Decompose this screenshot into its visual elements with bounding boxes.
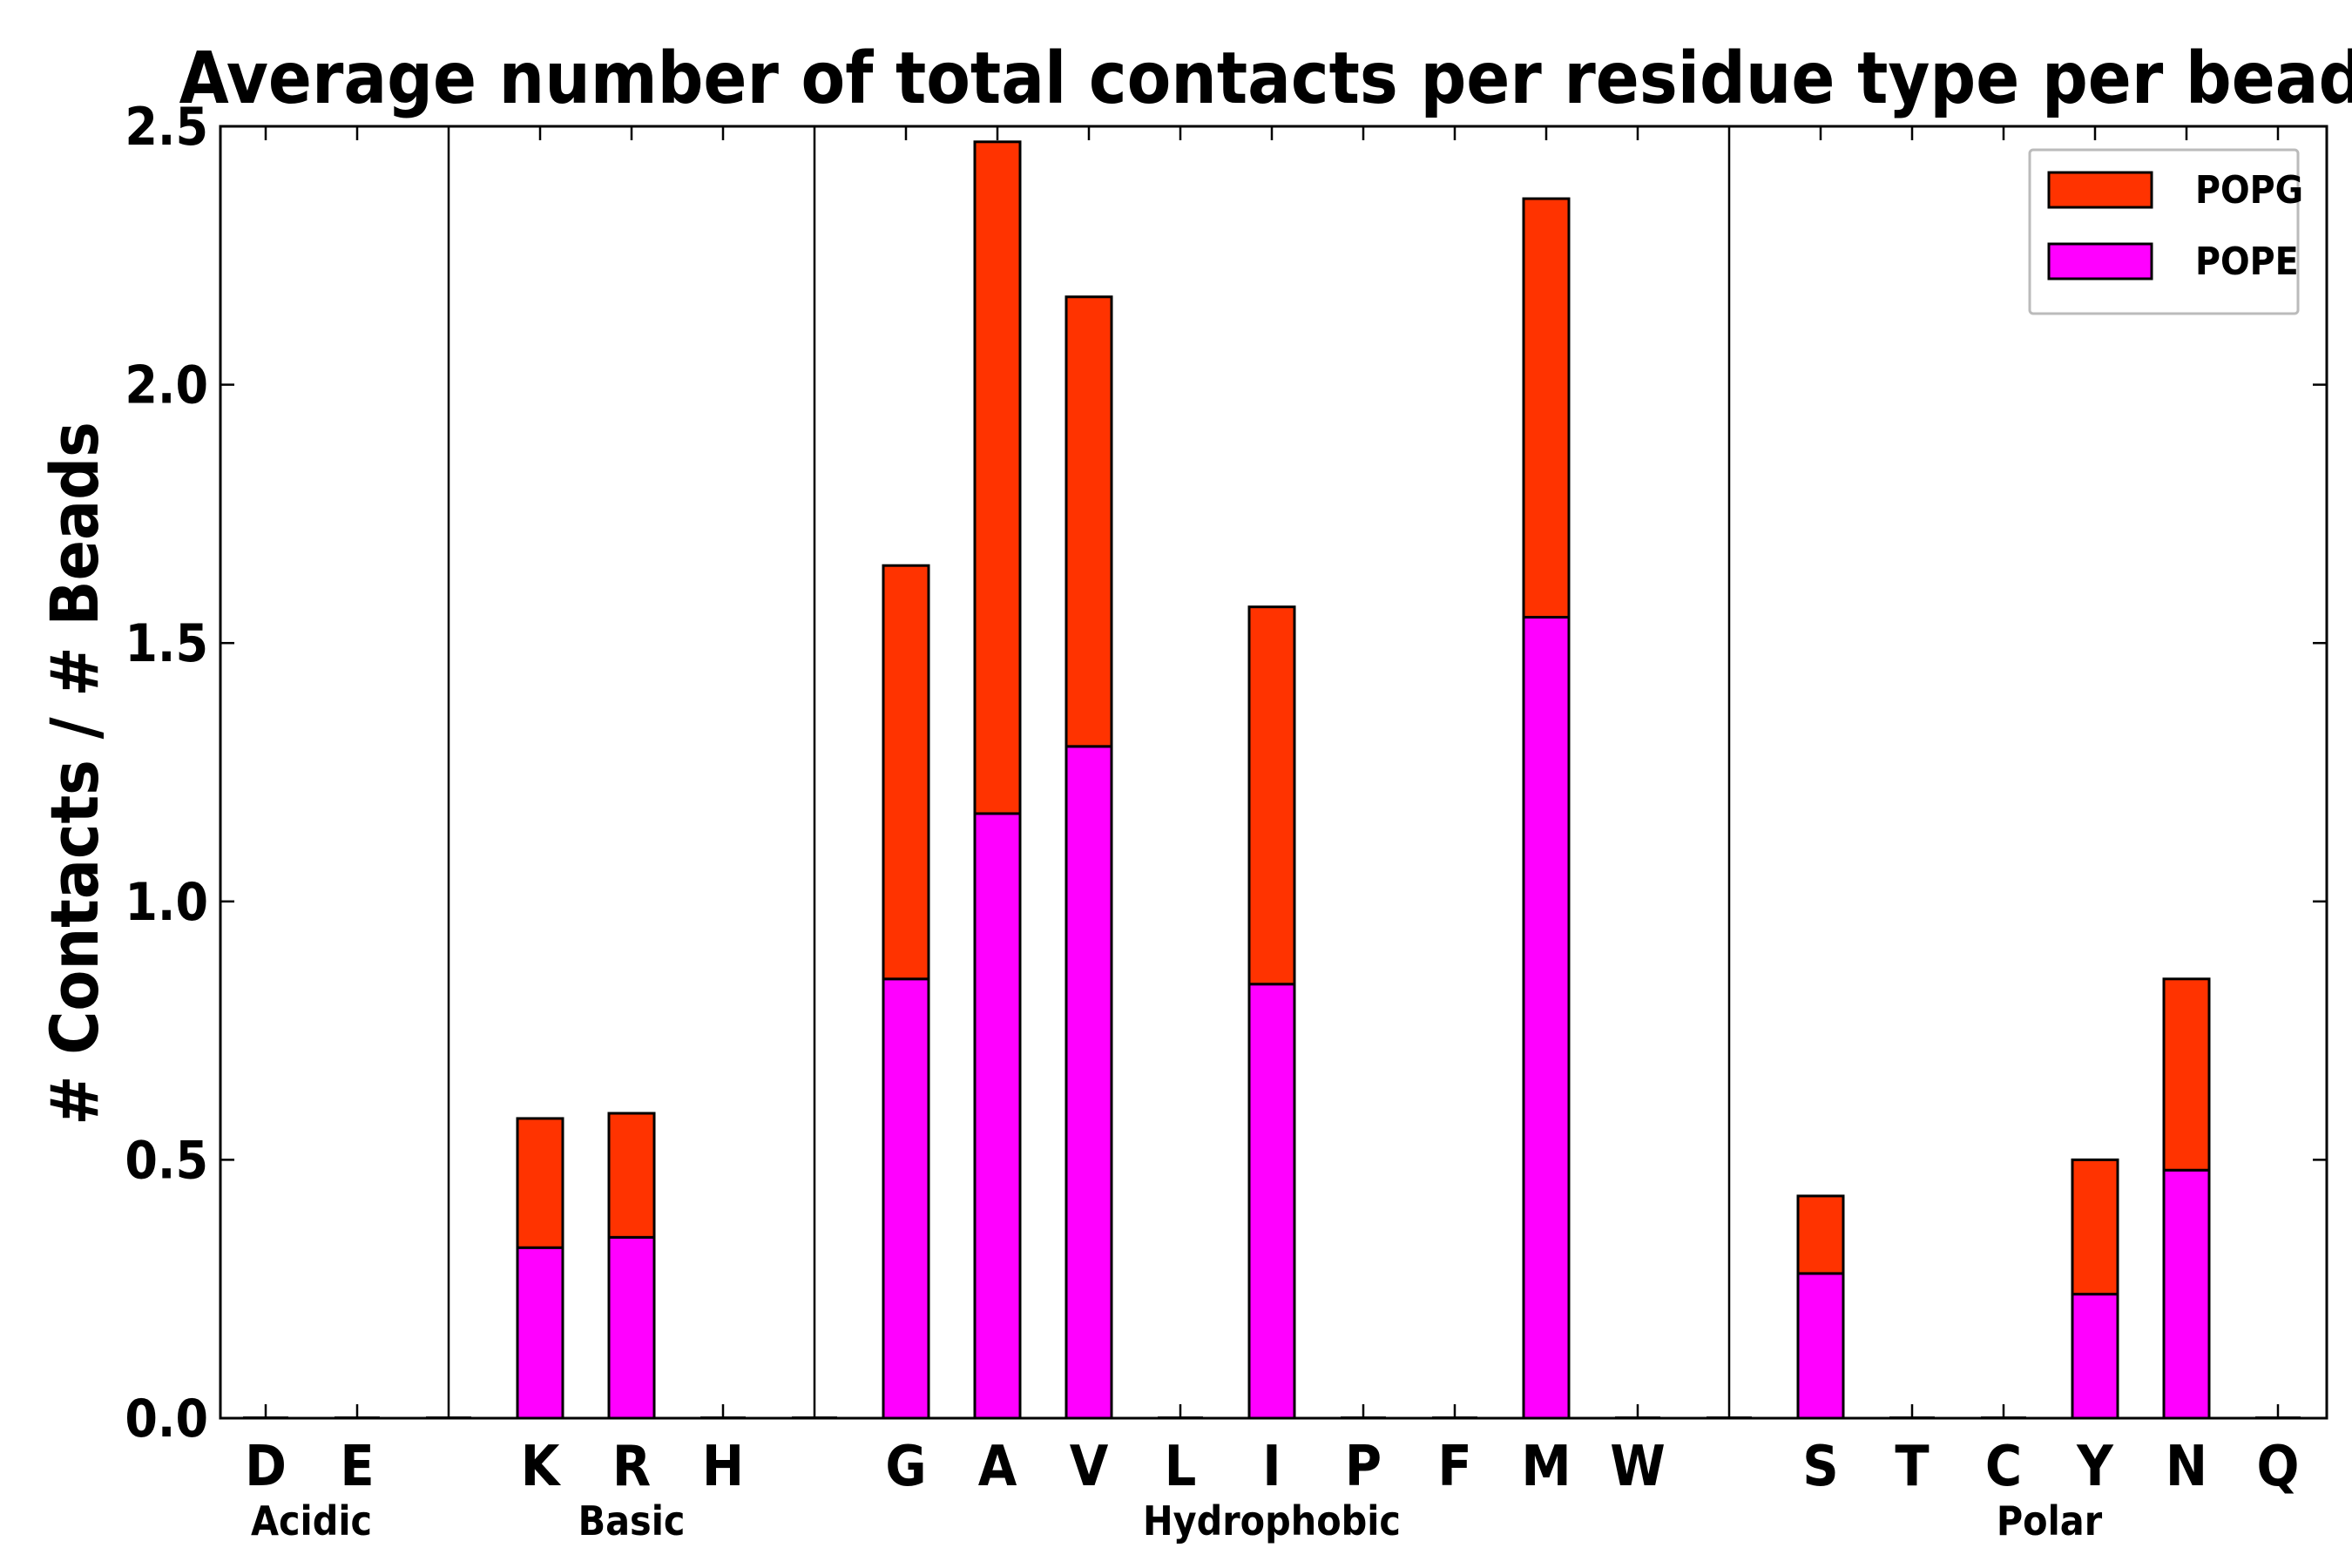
bar-popg-y xyxy=(2071,1158,2119,1296)
bar-pope-g xyxy=(882,977,930,1420)
y-tick-label-0-0: 0.0 xyxy=(125,1389,208,1450)
x-tick-label-t: T xyxy=(1895,1435,1929,1499)
bar-pope-s xyxy=(1796,1272,1845,1420)
x-tick-label-k: K xyxy=(521,1435,562,1499)
y-tick-label-2-5: 2.5 xyxy=(125,97,208,158)
x-tick-label-f: F xyxy=(1437,1435,1471,1499)
bar-popg-s xyxy=(1796,1194,1845,1275)
group-label-basic: Basic xyxy=(578,1497,686,1544)
legend-label-pope: POPE xyxy=(2195,240,2299,284)
x-tick-label-l: L xyxy=(1165,1435,1197,1499)
bar-popg-k xyxy=(516,1117,564,1249)
x-tick-label-n: N xyxy=(2166,1435,2207,1499)
legend-label-popg: POPG xyxy=(2195,168,2303,213)
bar-popg-a xyxy=(973,140,1022,815)
bar-pope-n xyxy=(2162,1168,2211,1420)
bar-pope-a xyxy=(973,812,1022,1420)
bar-pope-r xyxy=(607,1235,656,1420)
group-label-hydrophobic: Hydrophobic xyxy=(1143,1497,1401,1544)
plot-area: 0.0 0.5 1.0 1.5 2.0 2.5 D E K R H G A V L I P F M W S T C Y N Q Ac… xyxy=(125,97,2327,1544)
y-tick-label-2-0: 2.0 xyxy=(125,355,208,416)
bar-pope-y xyxy=(2071,1293,2119,1420)
y-axis-label: # Contacts / # Beads xyxy=(36,422,113,1125)
chart-title: Average number of total contacts per res… xyxy=(179,37,2352,120)
x-tick-label-q: Q xyxy=(2257,1435,2300,1499)
bar-popg-r xyxy=(607,1112,656,1239)
x-tick-label-y: Y xyxy=(2076,1435,2114,1499)
legend-swatch-pope xyxy=(2047,242,2153,280)
bar-pope-m xyxy=(1522,616,1571,1420)
group-label-acidic: Acidic xyxy=(251,1497,372,1544)
bar-popg-v xyxy=(1064,295,1113,748)
x-tick-label-d: D xyxy=(245,1435,287,1499)
x-tick-label-m: M xyxy=(1521,1435,1571,1499)
x-tick-label-i: I xyxy=(1262,1435,1281,1499)
x-tick-label-w: W xyxy=(1610,1435,1666,1499)
x-tick-label-g: G xyxy=(885,1435,926,1499)
y-tick-label-1-5: 1.5 xyxy=(125,613,208,674)
bar-popg-g xyxy=(882,564,930,981)
x-tick-label-s: S xyxy=(1802,1435,1838,1499)
legend: POPG POPE xyxy=(2028,148,2303,315)
x-tick-label-a: A xyxy=(978,1435,1017,1499)
bar-pope-i xyxy=(1247,983,1296,1420)
x-tick-label-r: R xyxy=(612,1435,651,1499)
plot-frame xyxy=(219,125,2328,1420)
bar-popg-m xyxy=(1522,197,1571,619)
x-tick-label-c: C xyxy=(1985,1435,2022,1499)
bar-popg-i xyxy=(1247,605,1296,986)
bar-pope-k xyxy=(516,1246,564,1420)
x-tick-label-h: H xyxy=(702,1435,744,1499)
bar-popg-n xyxy=(2162,977,2211,1172)
y-tick-label-1-0: 1.0 xyxy=(125,872,208,933)
x-tick-label-e: E xyxy=(340,1435,374,1499)
x-tick-label-p: P xyxy=(1345,1435,1382,1499)
group-label-polar: Polar xyxy=(1997,1497,2103,1544)
x-tick-label-v: V xyxy=(1070,1435,1109,1499)
legend-swatch-popg xyxy=(2047,171,2153,209)
y-tick-label-0-5: 0.5 xyxy=(125,1130,208,1191)
bar-pope-v xyxy=(1064,745,1113,1420)
